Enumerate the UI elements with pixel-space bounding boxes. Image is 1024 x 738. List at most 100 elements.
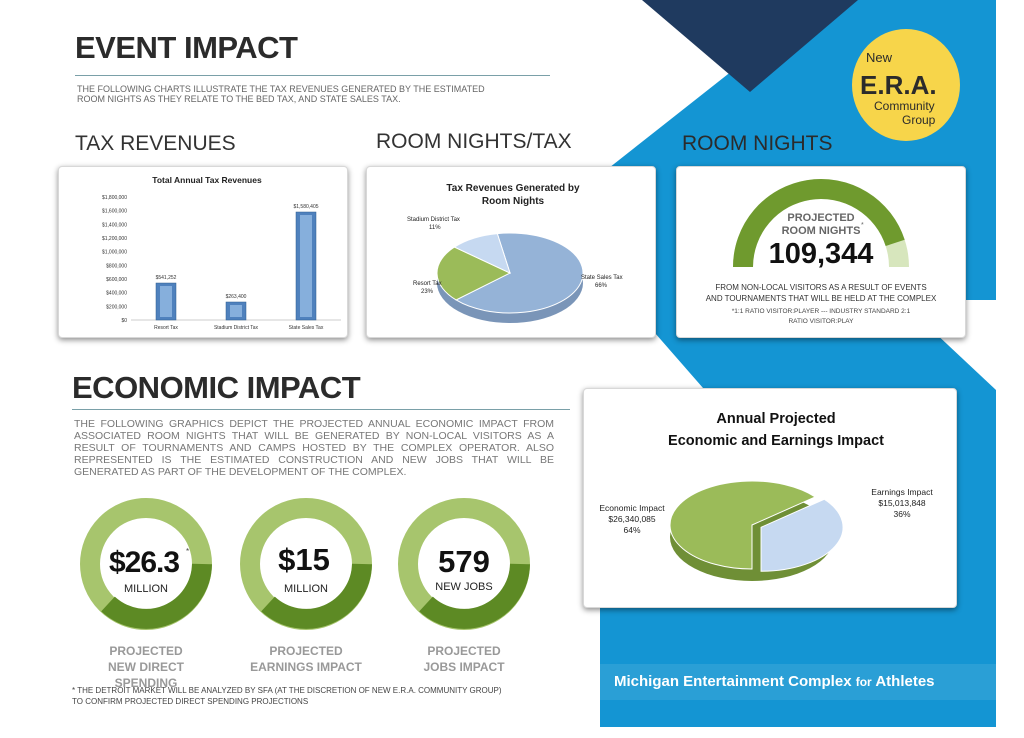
room-nights-small-line1: *1:1 RATIO VISITOR:PLAYER --- INDUSTRY S… [732,308,911,315]
economic-pie-label-earnings: Earnings Impact [871,487,933,497]
event-impact-desc-line2: ROOM NIGHTS AS THEY RELATE TO THE BED TA… [77,94,401,104]
room-nights-value: 109,344 [769,238,874,270]
pie-slice [760,498,844,572]
economic-pie-pct-economic: 64% [623,525,640,535]
room-nights-note-line2: AND TOURNAMENTS THAT WILL BE HELD AT THE… [706,294,937,303]
tax-pie-title-line1: Tax Revenues Generated by [446,183,580,194]
bar-chart-ytick: $0 [121,318,127,324]
bar-chart-bars: $541,252 Resort Tax $263,400 Stadium Distri… [154,204,324,331]
economic-pie-chart: Annual Projected Economic and Earnings I… [599,411,933,581]
tax-revenues-card: Total Annual Tax Revenues $0 $200,000 $400… [58,166,348,338]
room-nights-card: PROJECTED ROOM NIGHTS * 109,344 FROM NON… [676,166,966,338]
bar-chart-ytick: $1,800,000 [102,195,127,201]
logo-circle [852,29,960,141]
footer-brand-end: Athletes [875,673,935,690]
bar-chart-category-label: Stadium District Tax [214,325,259,331]
ring-jobs-impact: 579 NEW JOBS PROJECTED JOBS IMPACT [396,496,532,676]
bar-chart-ytick: $1,400,000 [102,222,127,228]
footer-brand: Michigan Entertainment Complex for Athle… [614,673,935,690]
bar-chart-ytick: $600,000 [106,277,127,283]
ring-direct-spending-graphic: $26.3 * MILLION [80,498,212,630]
tax-pie-title-line2: Room Nights [482,196,545,207]
room-nights-heading: ROOM NIGHTS [682,132,833,155]
event-impact-title: EVENT IMPACT [75,30,298,65]
bar-chart-ytick: $1,600,000 [102,209,127,215]
tax-pie-pct-stadium: 11% [429,225,441,231]
ring-earnings-impact-label: PROJECTED EARNINGS IMPACT [238,643,374,675]
pie-slice [455,232,584,314]
tax-pie-label-stadium: Stadium District Tax [407,217,460,223]
bar-chart-category-label: State Sales Tax [289,325,324,331]
room-nights-asterisk: * [861,222,864,229]
footnote: * THE DETROIT MARKET WILL BE ANALYZED BY… [72,685,572,707]
navy-triangle [642,0,858,92]
room-nights-label-line2: ROOM NIGHTS [782,225,861,237]
event-impact-rule [75,75,550,76]
economic-pie-pct-earnings: 36% [893,509,910,519]
ring-direct-spending-label: PROJECTED NEW DIRECT SPENDING [78,643,214,691]
ring-jobs-impact-label: PROJECTED JOBS IMPACT [396,643,532,675]
footer-brand-main: Michigan Entertainment Complex [614,673,852,690]
ring-direct-spending: $26.3 * MILLION PROJECTED NEW DIRECT SPE… [78,496,214,690]
ring-jobs-impact-unit: NEW JOBS [435,581,492,593]
ring-direct-spending-value: $26.3 [109,546,179,579]
room-nights-label-line1: PROJECTED [787,212,854,224]
ring-earnings-impact-label-line1: PROJECTED [269,644,343,658]
ring-direct-spending-unit: MILLION [124,583,168,595]
room-nights-tax-heading: ROOM NIGHTS/TAX [376,130,572,153]
bar-chart-bar-highlight [160,286,172,317]
tax-pie-chart: Tax Revenues Generated by Room Nights St… [407,183,623,323]
ring-direct-spending-asterisk: * [186,547,189,556]
pie-slice [453,233,511,274]
ring-earnings-impact-shade [261,563,372,629]
pie-slice [436,246,512,301]
bar-chart-data-label: $541,252 [156,275,177,281]
economic-pie-label-economic: Economic Impact [599,503,665,513]
logo-line2: E.R.A. [860,70,937,100]
room-nights-small-line2: RATIO VISITOR:PLAY [788,318,854,325]
bar-chart-ytick: $200,000 [106,304,127,310]
footnote-line2: TO CONFIRM PROJECTED DIRECT SPENDING PRO… [72,697,309,706]
economic-pie-card: Annual Projected Economic and Earnings I… [583,388,957,608]
era-logo: New E.R.A. Community Group [852,29,960,141]
bar-chart-ytick: $800,000 [106,263,127,269]
economic-pie-amount-earnings: $15,013,848 [878,498,926,508]
room-nights-note-line1: FROM NON-LOCAL VISITORS AS A RESULT OF E… [715,283,926,292]
footer-band [600,664,996,700]
ring-jobs-impact-label-line2: JOBS IMPACT [423,660,505,674]
bar-chart-category-label: Resort Tax [154,325,178,331]
ring-direct-spending-label-line2: NEW DIRECT SPENDING [108,660,184,690]
ring-direct-spending-label-line1: PROJECTED [109,644,183,658]
tax-pie-label-state: State Sales Tax [581,275,623,281]
tax-pie-pct-state: 66% [595,283,608,289]
ring-earnings-impact-label-line2: EARNINGS IMPACT [250,660,362,674]
event-impact-desc-line1: THE FOLLOWING CHARTS ILLUSTRATE THE TAX … [77,84,485,94]
ring-jobs-impact-graphic: 579 NEW JOBS [398,498,530,630]
bar-chart-ytick: $1,200,000 [102,236,127,242]
tax-revenues-heading: TAX REVENUES [75,132,236,155]
economic-impact-description: THE FOLLOWING GRAPHICS DEPICT THE PROJEC… [74,418,554,478]
event-impact-description: THE FOLLOWING CHARTS ILLUSTRATE THE TAX … [77,84,557,104]
bar-chart-data-label: $1,580,405 [293,204,318,210]
tax-pie-slices [436,232,584,314]
bar-chart-title: Total Annual Tax Revenues [152,175,262,185]
tax-pie-label-resort: Resort Tax [413,281,442,287]
room-nights-gauge: PROJECTED ROOM NIGHTS * 109,344 FROM NON… [706,179,937,325]
bar-chart-bar-highlight [300,215,312,317]
bar-chart-bar-highlight [230,305,242,317]
economic-impact-title: ECONOMIC IMPACT [72,370,361,405]
economic-impact-rule [72,409,570,410]
ring-earnings-impact-value: $15 [278,542,330,577]
footnote-line1: * THE DETROIT MARKET WILL BE ANALYZED BY… [72,686,502,695]
gauge-fill [733,179,905,268]
ring-jobs-impact-shade [419,563,530,629]
ring-earnings-impact-unit: MILLION [284,583,328,595]
economic-pie-amount-economic: $26,340,085 [608,514,656,524]
tax-pie-pct-resort: 23% [421,289,434,295]
ring-earnings-impact-graphic: $15 MILLION [240,498,372,630]
logo-line3: Community [874,99,935,113]
ring-jobs-impact-value: 579 [438,544,490,579]
economic-pie-title-line1: Annual Projected [716,411,835,427]
ring-direct-spending-shade [101,563,212,629]
room-nights-tax-card: Tax Revenues Generated by Room Nights St… [366,166,656,338]
